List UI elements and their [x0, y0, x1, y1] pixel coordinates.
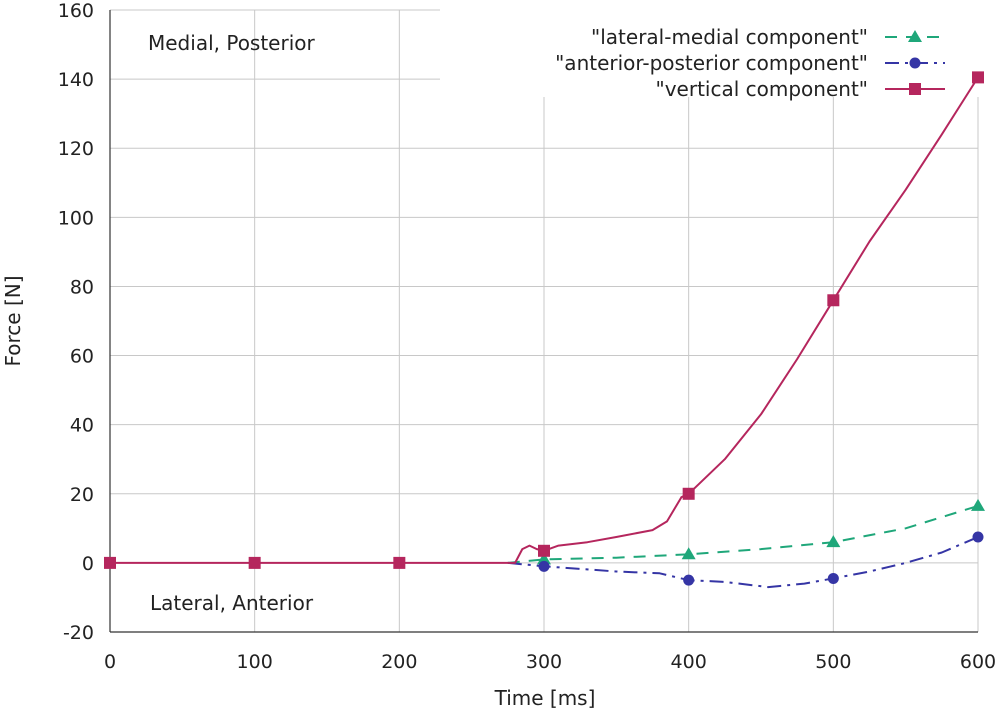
series-0 — [507, 498, 985, 565]
y-tick-label: 40 — [70, 415, 94, 437]
triangle-marker — [681, 547, 696, 560]
square-marker — [538, 544, 550, 557]
legend: "lateral-medial component""anterior-post… — [555, 25, 945, 101]
x-tick-label: 100 — [237, 651, 273, 673]
circle-marker — [972, 531, 984, 543]
triangle-marker — [537, 552, 551, 565]
x-tick-label: 600 — [960, 651, 996, 673]
x-tick-label: 200 — [381, 651, 417, 673]
circle-marker — [909, 57, 921, 69]
square-marker — [827, 294, 840, 307]
circle-marker — [683, 574, 695, 586]
x-tick-label: 500 — [815, 651, 851, 673]
triangle-marker — [908, 30, 922, 42]
series-line — [110, 76, 979, 564]
y-tick-label: 20 — [70, 484, 94, 506]
legend-label: "vertical component" — [656, 77, 868, 101]
square-marker — [972, 71, 984, 84]
x-tick-label: 0 — [104, 651, 116, 673]
y-tick-label: 80 — [70, 276, 94, 298]
x-axis-label: Time [ms] — [494, 686, 596, 710]
annotation-medial-posterior: Medial, Posterior — [148, 31, 316, 55]
y-tick-label: 0 — [82, 553, 94, 575]
y-axis-label: Force [N] — [1, 275, 25, 366]
series-1 — [507, 531, 984, 589]
annotation-lateral-anterior: Lateral, Anterior — [150, 591, 314, 615]
circle-marker — [538, 560, 550, 572]
series-line — [507, 504, 979, 564]
y-tick-label: 140 — [58, 69, 94, 91]
axes — [109, 10, 978, 633]
square-marker — [393, 556, 406, 569]
y-tick-label: -20 — [63, 622, 94, 644]
grid-lines — [109, 9, 979, 633]
y-tick-label: 160 — [58, 0, 94, 22]
y-tick-label: 120 — [58, 138, 94, 160]
x-tick-label: 400 — [671, 651, 707, 673]
x-tick-label: 300 — [526, 651, 562, 673]
square-marker — [909, 83, 921, 95]
series-2 — [104, 71, 984, 569]
y-tick-label: 100 — [58, 207, 94, 229]
square-marker — [104, 556, 116, 569]
square-marker — [682, 487, 695, 500]
legend-label: "lateral-medial component" — [591, 25, 868, 49]
square-marker — [248, 556, 261, 569]
series-line — [507, 536, 979, 589]
triangle-marker — [971, 498, 985, 511]
triangle-marker — [826, 535, 841, 548]
tick-labels: 0 100 200 300 400 500 600 -20 0 20 40 60 80 100 120 140… — [58, 0, 996, 673]
y-tick-label: 60 — [70, 346, 94, 368]
legend-label: "anterior-posterior component" — [555, 51, 868, 75]
plot-area — [104, 71, 985, 589]
circle-marker — [827, 572, 839, 584]
